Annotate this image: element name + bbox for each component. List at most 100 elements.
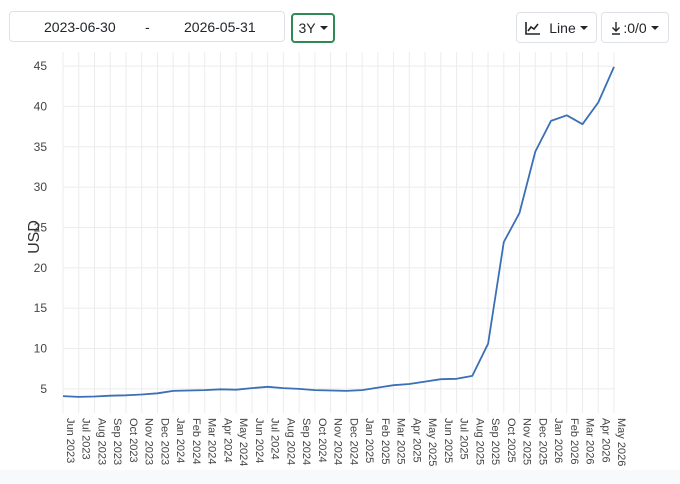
y-tick-label: 10 bbox=[34, 342, 48, 356]
x-tick-label: Jul 2024 bbox=[269, 418, 281, 460]
range-label: 3Y bbox=[298, 20, 316, 36]
x-tick-label: Dec 2025 bbox=[536, 418, 548, 465]
chart-type-dropdown-button[interactable]: Line bbox=[516, 12, 597, 43]
date-end-field[interactable]: 2026-05-31 bbox=[184, 19, 256, 35]
x-tick-label: Jul 2023 bbox=[80, 418, 92, 460]
data-point bbox=[141, 393, 143, 395]
chart-series bbox=[62, 66, 615, 398]
data-point bbox=[235, 388, 237, 390]
x-tick-label: Aug 2023 bbox=[95, 418, 107, 465]
data-point bbox=[518, 212, 520, 214]
data-point bbox=[156, 392, 158, 394]
chevron-down-icon bbox=[579, 25, 588, 30]
x-tick-label: Feb 2026 bbox=[568, 418, 580, 464]
data-point bbox=[361, 389, 363, 391]
data-point bbox=[62, 395, 64, 397]
data-point bbox=[329, 389, 331, 391]
data-point bbox=[550, 120, 552, 122]
x-tick-label: Jul 2025 bbox=[458, 418, 470, 460]
footer-strip bbox=[0, 470, 680, 484]
y-axis-ticks: 5 10 15 20 25 30 35 40 45 bbox=[34, 59, 48, 396]
x-tick-label: Nov 2024 bbox=[332, 418, 344, 465]
y-tick-label: 45 bbox=[34, 59, 48, 73]
data-point bbox=[314, 389, 316, 391]
x-axis-ticks: Jun 2023 Jul 2023 Aug 2023 Sep 2023 Oct 2023… bbox=[64, 418, 627, 466]
y-tick-label: 20 bbox=[34, 261, 48, 275]
data-point bbox=[93, 395, 95, 397]
chevron-down-icon bbox=[319, 26, 328, 30]
x-tick-label: Dec 2023 bbox=[158, 418, 170, 465]
x-tick-label: Jan 2025 bbox=[363, 418, 375, 463]
date-start-field[interactable]: 2023-06-30 bbox=[44, 19, 116, 35]
x-tick-label: Feb 2024 bbox=[190, 418, 202, 464]
data-point bbox=[109, 395, 111, 397]
x-tick-label: Oct 2023 bbox=[127, 418, 139, 463]
series-line bbox=[62, 66, 615, 398]
data-point bbox=[440, 378, 442, 380]
x-tick-label: Mar 2024 bbox=[206, 418, 218, 464]
x-tick-label: Nov 2025 bbox=[521, 418, 533, 465]
data-point bbox=[282, 387, 284, 389]
data-point bbox=[503, 241, 505, 243]
x-tick-label: Jan 2024 bbox=[174, 418, 186, 463]
y-tick-label: 35 bbox=[34, 140, 48, 154]
x-tick-label: Apr 2024 bbox=[221, 418, 233, 463]
x-tick-label: May 2025 bbox=[426, 418, 438, 466]
data-point bbox=[566, 114, 568, 116]
data-point bbox=[471, 375, 473, 377]
download-label: :0/0 bbox=[623, 19, 647, 36]
x-tick-label: Sep 2025 bbox=[489, 418, 501, 465]
line-chart-icon bbox=[525, 21, 541, 35]
data-point bbox=[613, 66, 615, 68]
x-tick-label: Mar 2026 bbox=[584, 418, 596, 464]
data-point bbox=[424, 380, 426, 382]
data-point bbox=[408, 383, 410, 385]
data-point bbox=[125, 394, 127, 396]
y-axis-label: USD bbox=[26, 220, 43, 254]
x-tick-label: Jun 2024 bbox=[253, 418, 265, 463]
data-point bbox=[377, 386, 379, 388]
data-point bbox=[78, 396, 80, 398]
data-point bbox=[298, 388, 300, 390]
data-point bbox=[487, 342, 489, 344]
x-tick-label: Jan 2026 bbox=[552, 418, 564, 463]
y-tick-label: 5 bbox=[40, 382, 47, 396]
x-tick-label: Dec 2024 bbox=[347, 418, 359, 465]
x-tick-label: Apr 2025 bbox=[410, 418, 422, 463]
data-point bbox=[188, 389, 190, 391]
y-tick-label: 25 bbox=[34, 220, 48, 234]
x-tick-label: Aug 2024 bbox=[284, 418, 296, 465]
y-tick-label: 15 bbox=[34, 301, 48, 315]
data-point bbox=[534, 150, 536, 152]
data-point bbox=[172, 390, 174, 392]
data-point bbox=[455, 378, 457, 380]
data-point bbox=[597, 101, 599, 103]
x-tick-label: May 2026 bbox=[615, 418, 627, 466]
x-tick-label: Nov 2023 bbox=[143, 418, 155, 465]
date-separator: - bbox=[145, 19, 150, 35]
download-dropdown-button[interactable]: :0/0 bbox=[601, 12, 669, 43]
data-point bbox=[266, 386, 268, 388]
x-tick-label: Feb 2025 bbox=[379, 418, 391, 464]
chart-toolbar: 2023-06-30 - 2026-05-31 3Y Line :0/0 bbox=[0, 0, 680, 50]
download-icon bbox=[612, 21, 621, 35]
data-point bbox=[219, 388, 221, 390]
data-point bbox=[251, 387, 253, 389]
y-tick-label: 30 bbox=[34, 180, 48, 194]
chevron-down-icon bbox=[650, 25, 659, 30]
data-point bbox=[581, 123, 583, 125]
x-tick-label: Jun 2023 bbox=[64, 418, 76, 463]
x-tick-label: Mar 2025 bbox=[395, 418, 407, 464]
range-dropdown-button[interactable]: 3Y bbox=[291, 13, 335, 43]
x-tick-label: Sep 2024 bbox=[300, 418, 312, 465]
date-range-picker[interactable]: 2023-06-30 - 2026-05-31 bbox=[9, 11, 285, 42]
x-tick-label: Oct 2024 bbox=[316, 418, 328, 463]
x-tick-label: Sep 2023 bbox=[111, 418, 123, 465]
chart-grid bbox=[62, 52, 615, 413]
data-point bbox=[203, 389, 205, 391]
y-tick-label: 40 bbox=[34, 99, 48, 113]
x-tick-label: Jun 2025 bbox=[442, 418, 454, 463]
data-point bbox=[345, 390, 347, 392]
x-tick-label: May 2024 bbox=[237, 418, 249, 466]
